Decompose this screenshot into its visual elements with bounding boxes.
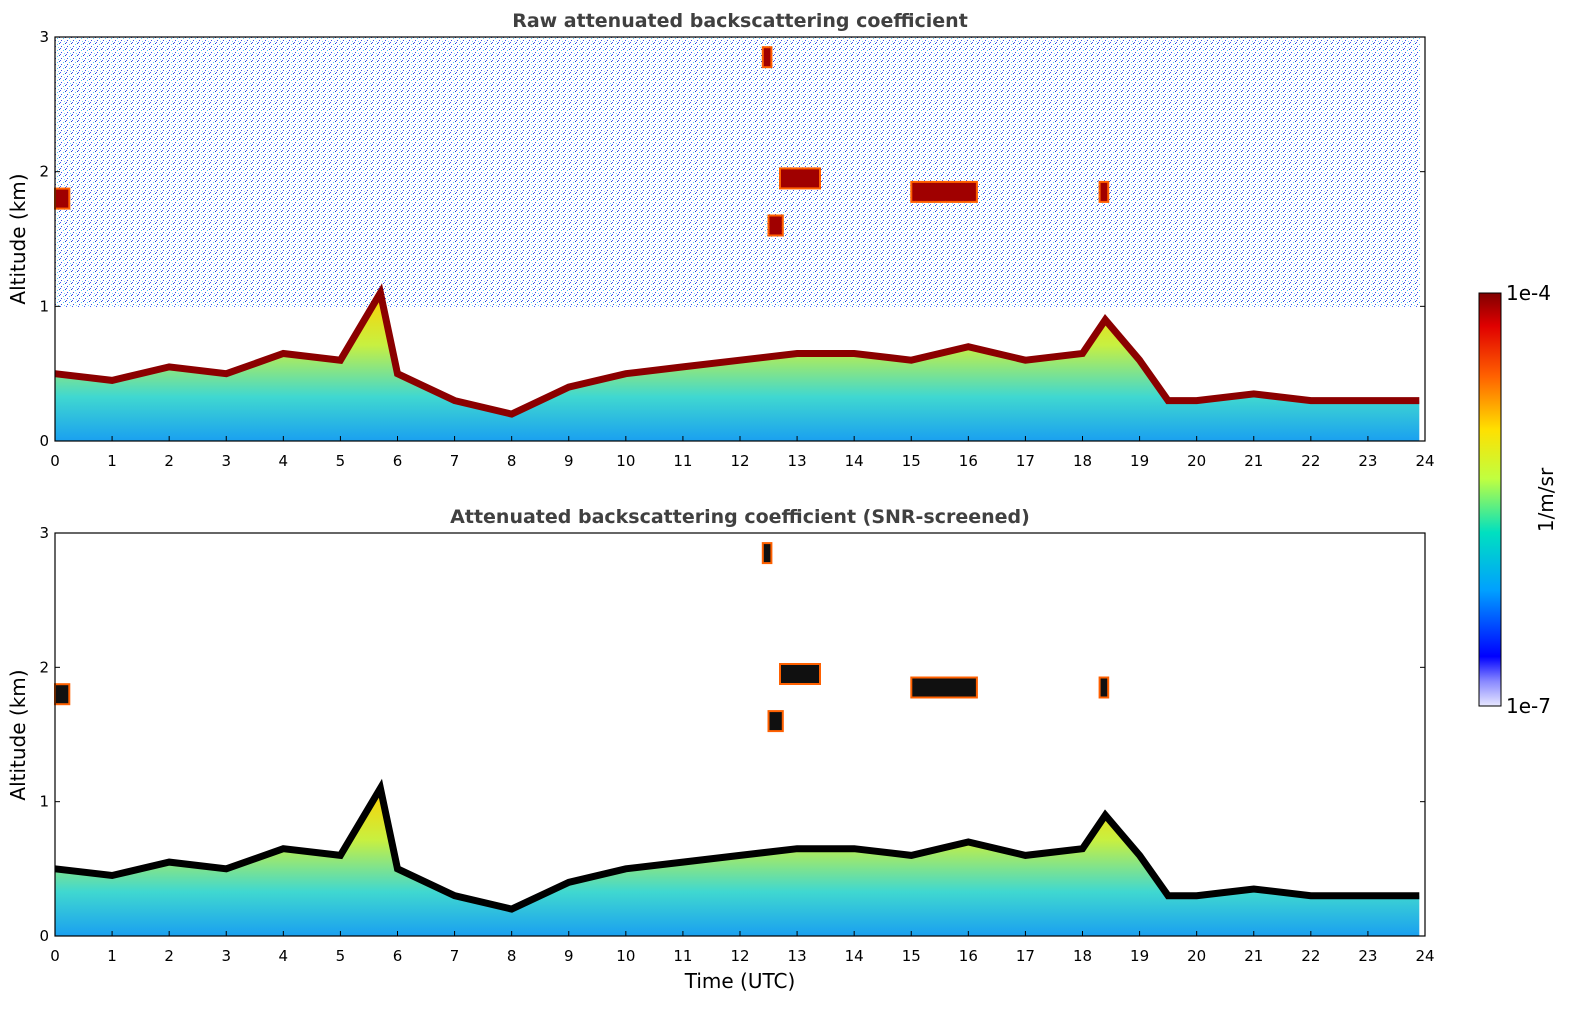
panel-raw-xtick-label: 16	[959, 452, 978, 470]
panel-screened-xtick-label: 5	[336, 947, 346, 965]
panel-screened-boundary-layer-top	[54, 778, 1420, 913]
panel-raw-cloud-layer	[779, 167, 821, 190]
panel-raw-cloud-layer	[767, 214, 784, 237]
colorbar: 1e-4 1e-7 1/m/sr	[1478, 281, 1558, 718]
panel-raw-xtick-label: 11	[673, 452, 692, 470]
panel-screened-xtick-label: 12	[730, 947, 749, 965]
panel-raw-ytick-label: 2	[39, 163, 49, 181]
panel-raw-xtick-label: 18	[1073, 452, 1092, 470]
panel-screened-xtick-label: 11	[673, 947, 692, 965]
panel-raw-xtick-label: 8	[507, 452, 517, 470]
panel-raw-xtick-label: 24	[1415, 452, 1434, 470]
panel-screened-xtick-label: 16	[959, 947, 978, 965]
panel-screened-xtick-label: 18	[1073, 947, 1092, 965]
panel-screened-xtick-label: 19	[1130, 947, 1149, 965]
panel-screened-xlabel: Time (UTC)	[684, 969, 796, 993]
panel-screened-title: Attenuated backscattering coefficient (S…	[450, 506, 1030, 528]
panel-screened-xtick-label: 20	[1187, 947, 1206, 965]
panel-screened-xtick-label: 10	[616, 947, 635, 965]
panel-screened-boundary-layer	[55, 788, 1420, 936]
panel-screened-xtick-label: 13	[788, 947, 807, 965]
panel-screened-xtick-label: 3	[221, 947, 231, 965]
panel-raw-xtick-label: 20	[1187, 452, 1206, 470]
panel-raw-xtick-label: 10	[616, 452, 635, 470]
panel-screened-xtick-label: 22	[1301, 947, 1320, 965]
panel-screened-cloud-layer	[767, 710, 784, 733]
panel-raw-xtick-label: 6	[393, 452, 403, 470]
panel-raw-boundary-layer	[55, 292, 1420, 441]
panel-raw-xtick-label: 3	[221, 452, 231, 470]
panel-screened-xtick-label: 23	[1358, 947, 1377, 965]
panel-screened: Attenuated backscattering coefficient (S…	[6, 506, 1435, 993]
panel-screened-cloud-layer	[1098, 676, 1110, 699]
panel-screened-xticks: 0 1 2 3 4 5 6 7 8 9 10 11 12 13 14 15 16 17 18 19 20 21 22 23 24	[50, 931, 1435, 965]
panel-raw-boundary-layer-top	[54, 283, 1420, 418]
panel-raw-xtick-label: 12	[730, 452, 749, 470]
panel-screened-ytick-label: 2	[39, 658, 49, 676]
panel-screened-xtick-label: 2	[164, 947, 174, 965]
panel-raw-xtick-label: 17	[1016, 452, 1035, 470]
panel-screened-xtick-label: 15	[902, 947, 921, 965]
panel-screened-xtick-label: 1	[107, 947, 117, 965]
panel-raw-ytick-label: 3	[39, 28, 49, 46]
panel-raw-cloud-layer	[761, 46, 773, 69]
panel-screened-xtick-label: 4	[279, 947, 289, 965]
panel-raw-ytick-label: 0	[39, 432, 49, 450]
colorbar-unit-label: 1/m/sr	[1534, 467, 1558, 532]
panel-screened-ylabel: Altitude (km)	[6, 669, 30, 800]
panel-screened-cloud-layer	[54, 683, 71, 706]
panel-raw-cloud-layer	[910, 180, 978, 203]
panel-raw-xtick-label: 14	[845, 452, 864, 470]
panel-raw-xticks: 0 1 2 3 4 5 6 7 8 9 10 11 12 13 14 15 16 17 18 19 20 21 22 23 24	[50, 436, 1435, 470]
panel-raw-noise	[55, 37, 1420, 307]
panel-raw-xtick-label: 9	[564, 452, 574, 470]
colorbar-min-label: 1e-7	[1506, 694, 1551, 718]
panel-raw-xtick-label: 22	[1301, 452, 1320, 470]
panel-raw-xtick-label: 23	[1358, 452, 1377, 470]
panel-screened-xtick-label: 14	[845, 947, 864, 965]
panel-raw-data-layers	[54, 46, 1420, 441]
panel-screened-xtick-label: 6	[393, 947, 403, 965]
panel-screened-cloud-layer	[910, 676, 978, 699]
panel-raw-xtick-label: 0	[50, 452, 60, 470]
panel-raw-cloud-layer	[54, 187, 71, 210]
panel-screened-ytick-label: 0	[39, 927, 49, 945]
panel-raw-ytick-label: 1	[39, 297, 49, 315]
colorbar-gradient	[1478, 292, 1502, 707]
panel-screened-cloud-layer	[761, 542, 773, 565]
panel-screened-xtick-label: 7	[450, 947, 460, 965]
panel-raw-xtick-label: 4	[279, 452, 289, 470]
panel-screened-xtick-label: 17	[1016, 947, 1035, 965]
panel-raw-ylabel: Altitude (km)	[6, 173, 30, 304]
panel-screened-ytick-label: 1	[39, 793, 49, 811]
panel-raw-title: Raw attenuated backscattering coefficien…	[512, 10, 968, 32]
panel-screened-xtick-label: 9	[564, 947, 574, 965]
panel-raw-xtick-label: 2	[164, 452, 174, 470]
panel-raw-xtick-label: 5	[336, 452, 346, 470]
colorbar-max-label: 1e-4	[1506, 281, 1551, 305]
panel-screened-yticks: 0 1 2 3	[39, 524, 1425, 945]
panel-raw-xtick-label: 7	[450, 452, 460, 470]
panel-screened-xtick-label: 21	[1244, 947, 1263, 965]
panel-raw-yticks: 0 1 2 3	[39, 28, 1425, 450]
panel-screened-cloud-layer	[779, 663, 821, 685]
panel-raw-xtick-label: 15	[902, 452, 921, 470]
panel-screened-ytick-label: 3	[39, 524, 49, 542]
panel-screened-xtick-label: 24	[1415, 947, 1434, 965]
panel-raw-xtick-label: 21	[1244, 452, 1263, 470]
panel-raw-xtick-label: 1	[107, 452, 117, 470]
panel-raw-cloud-layer	[1098, 180, 1110, 203]
panel-raw-xtick-label: 19	[1130, 452, 1149, 470]
panel-screened-xtick-label: 0	[50, 947, 60, 965]
panel-screened-data-layers	[54, 542, 1420, 936]
panel-raw-xtick-label: 13	[788, 452, 807, 470]
panel-raw: Raw attenuated backscattering coefficien…	[6, 10, 1435, 470]
panel-screened-xtick-label: 8	[507, 947, 517, 965]
